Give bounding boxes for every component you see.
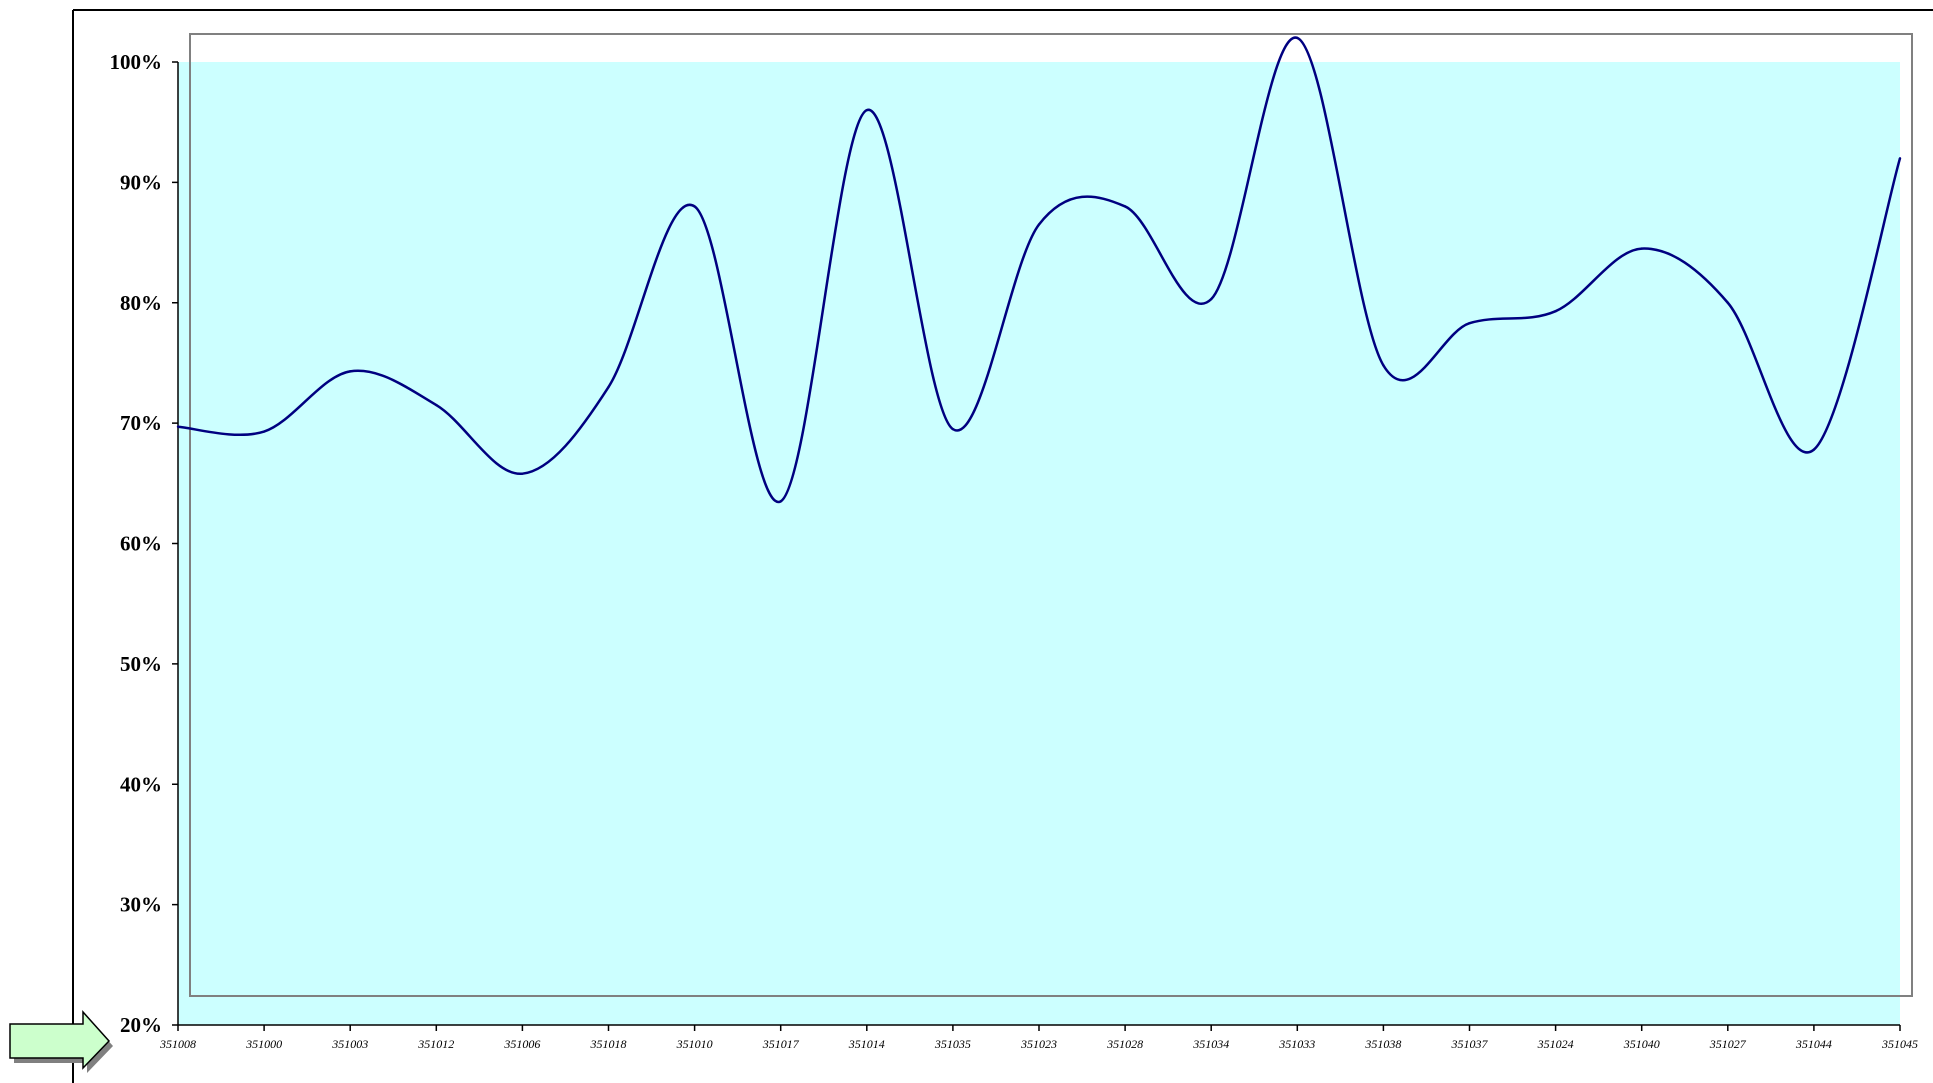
x-tick-label: 351012 [417,1037,454,1051]
x-tick-label: 351037 [1451,1037,1489,1051]
x-tick-label: 351000 [245,1037,282,1051]
right-arrow-icon [9,1010,111,1070]
data-point [951,427,955,431]
data-point [1210,297,1213,301]
x-tick-label: 351014 [848,1037,885,1051]
x-tick-label: 351040 [1623,1037,1660,1051]
data-point [262,430,266,433]
x-tick-label: 351028 [1106,1037,1143,1051]
x-tick-label: 351044 [1795,1037,1832,1051]
data-point [779,500,782,503]
data-point [521,472,524,475]
y-tick-label: 100% [110,50,163,74]
y-tick-label: 20% [120,1013,162,1037]
plot-area-background [178,62,1900,1025]
data-point [693,205,696,208]
data-point [435,403,438,407]
data-point [1468,322,1471,325]
x-tick-label: 351034 [1192,1037,1229,1051]
data-point [1123,205,1127,208]
data-point [1726,301,1730,304]
data-point [1382,364,1385,367]
x-tick-label: 351010 [676,1037,713,1051]
y-tick-label: 80% [120,291,162,315]
y-tick-label: 50% [120,652,162,676]
x-tick-label: 351035 [934,1037,971,1051]
x-tick-label: 351017 [762,1037,800,1051]
x-tick-label: 351024 [1537,1037,1574,1051]
x-tick-label: 351045 [1881,1037,1918,1051]
x-tick-label: 351027 [1709,1037,1747,1051]
data-point [1296,36,1299,40]
x-tick-label: 351023 [1020,1037,1057,1051]
series-line [177,36,1902,503]
data-point [865,108,868,112]
y-tick-label: 60% [120,532,162,556]
data-point [1898,157,1902,160]
x-tick-label: 351038 [1364,1037,1401,1051]
y-tick-label: 70% [120,411,162,435]
y-tick-label: 30% [120,893,162,917]
data-point [1640,247,1643,250]
y-tick-label: 40% [120,772,162,796]
x-tick-label: 351018 [590,1037,627,1051]
x-tick-label: 351033 [1278,1037,1315,1051]
plot-frame [189,33,1913,997]
data-point [1554,309,1557,313]
y-tick-label: 90% [120,170,162,194]
x-tick-label: 351008 [159,1037,196,1051]
x-tick-label: 351003 [331,1037,368,1051]
data-point [1812,448,1816,451]
data-point [176,425,180,428]
data-point [607,385,610,389]
data-point [349,370,352,373]
x-tick-label: 351006 [503,1037,540,1051]
data-point [1037,223,1041,226]
